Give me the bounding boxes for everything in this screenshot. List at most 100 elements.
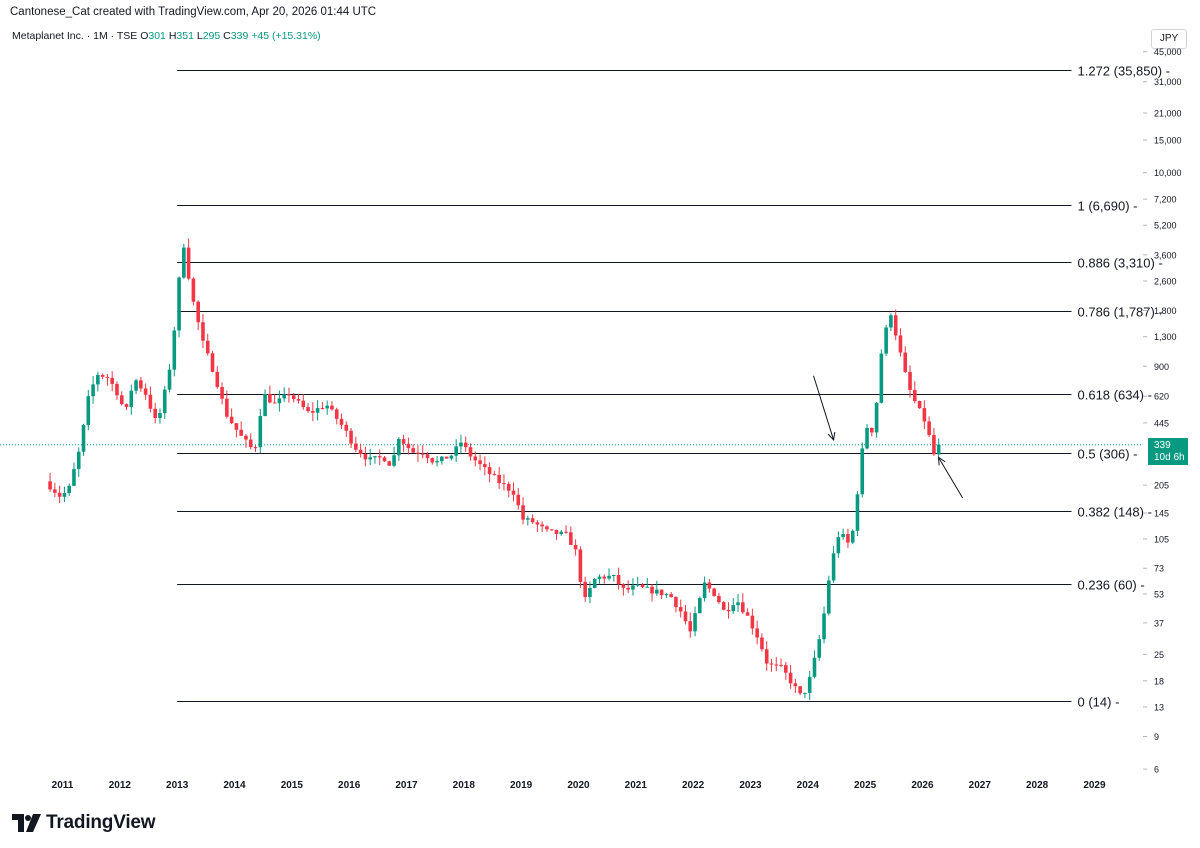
candle [874,401,879,438]
candle [640,583,645,588]
candle-body [201,322,205,341]
x-axis-label: 2028 [1026,780,1049,791]
candle [545,525,549,532]
fib-level-label: 0.786 (1,787) - [1078,305,1163,320]
fib-level-label: 0.618 (634) - [1078,388,1152,403]
candle [158,408,162,424]
candle [559,530,564,536]
candle-body [497,474,501,484]
candle [908,365,912,398]
annotation-arrowhead [937,456,946,466]
candle [392,446,396,468]
candle [86,389,91,431]
candle [67,483,71,497]
annotation-arrow-line [938,457,964,499]
candle [325,400,329,415]
y-axis-label: 21,000 [1154,109,1182,119]
candle-body [717,596,721,603]
candle-body [272,402,277,404]
candle [440,455,444,465]
candle-body [764,649,769,664]
candle [478,454,482,471]
candle [363,446,368,467]
candle-body [626,587,630,590]
candle [812,650,817,679]
x-axis-label: 2026 [911,780,934,791]
high-value: 351 [176,30,194,42]
last-price-badge: 339 10d 6h [1148,438,1188,465]
attribution-header: Cantonese_Cat created with TradingView.c… [10,6,377,18]
tradingview-logo-text: TradingView [46,812,156,833]
candle [602,574,607,584]
candle [291,393,296,403]
candle-body [263,394,267,417]
candle [201,314,205,349]
candle-body [655,589,659,594]
candle [492,470,497,476]
candle [205,333,210,356]
candle-body [917,401,922,409]
tradingview-logo[interactable]: TradingView [12,812,156,834]
candle [272,394,277,404]
candle-body [779,664,783,666]
candle-body [115,383,119,396]
candle-body [588,587,592,598]
candle-body [454,446,458,456]
candle [712,587,716,597]
candle [167,364,172,393]
candle [774,657,779,672]
y-axis-label: 105 [1154,534,1169,544]
candle [354,436,358,453]
candle-body [478,460,482,465]
candle [612,574,616,582]
x-axis-label: 2027 [969,780,992,791]
candle [822,606,826,644]
candle [827,575,831,616]
candle-body [358,449,363,454]
candle [248,433,253,450]
candle-body [755,628,759,638]
candle [554,529,559,540]
candle [454,439,458,463]
candle [483,456,487,476]
candle [301,393,306,410]
candle [650,584,654,602]
candle-body [578,549,583,582]
candle-body [420,453,425,455]
candle [936,438,941,460]
x-axis-label: 2015 [281,780,304,791]
candle [306,403,310,413]
candle [674,596,678,613]
candle-body [287,394,291,396]
candle-body [282,394,286,399]
candle [373,455,377,464]
candle [736,593,740,612]
candle [760,633,764,652]
candle-body [368,457,372,460]
currency-button[interactable]: JPY [1151,29,1187,49]
candle-body [134,380,138,391]
fib-level-label: 1.272 (35,850) - [1078,64,1171,79]
candle-body [932,435,936,455]
candle-body [827,580,831,614]
candle-body [435,461,439,463]
candle [511,482,516,502]
candle [506,481,511,498]
candle [72,462,76,487]
candle-body [401,439,406,444]
candle [196,300,200,331]
candle [707,578,712,593]
candle [387,460,392,466]
y-axis-label: 3,600 [1154,250,1177,260]
candle [105,374,110,386]
candle-body [62,492,67,497]
candle [62,486,67,503]
y-axis-label: 31,000 [1154,77,1182,87]
candle [717,592,721,604]
low-label: L [196,30,203,42]
candle-body [349,430,353,444]
candle-body [277,398,282,404]
candle-body [81,424,86,452]
y-axis-label: 10,000 [1154,168,1182,178]
